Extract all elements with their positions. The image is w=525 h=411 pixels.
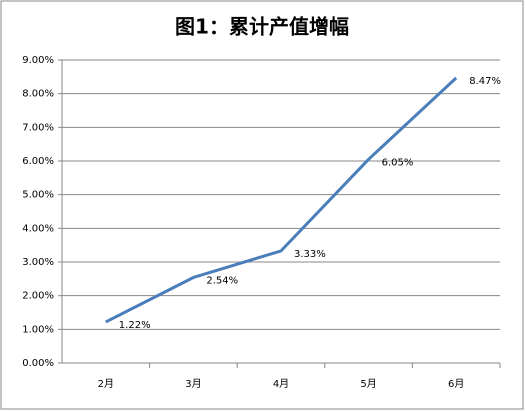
line bbox=[105, 76, 458, 324]
y-tick-label: 5.00% bbox=[22, 190, 54, 201]
x-tick-label: 2月 bbox=[98, 378, 114, 390]
x-tick-label: 5月 bbox=[360, 378, 376, 390]
chart-title: 图1：累计产值增幅 bbox=[175, 15, 349, 39]
data-label: 3.33% bbox=[294, 249, 326, 260]
x-tick-label: 6月 bbox=[448, 378, 464, 390]
y-tick-label: 6.00% bbox=[22, 156, 54, 167]
y-tick-label: 1.00% bbox=[22, 324, 54, 335]
data-label: 8.47% bbox=[469, 76, 501, 87]
data-label: 6.05% bbox=[382, 157, 414, 168]
y-tick-label: 2.00% bbox=[22, 291, 54, 302]
data-label: 2.54% bbox=[206, 275, 238, 286]
y-tick-label: 7.00% bbox=[22, 122, 54, 133]
x-tick-label: 3月 bbox=[185, 378, 201, 390]
y-tick-label: 0.00% bbox=[22, 358, 54, 369]
y-tick-label: 4.00% bbox=[22, 223, 54, 234]
y-tick-label: 9.00% bbox=[22, 55, 54, 66]
y-tick-label: 3.00% bbox=[22, 257, 54, 268]
x-tick-label: 4月 bbox=[273, 378, 289, 390]
y-tick-label: 8.00% bbox=[22, 89, 54, 100]
data-label: 1.22% bbox=[119, 320, 151, 331]
